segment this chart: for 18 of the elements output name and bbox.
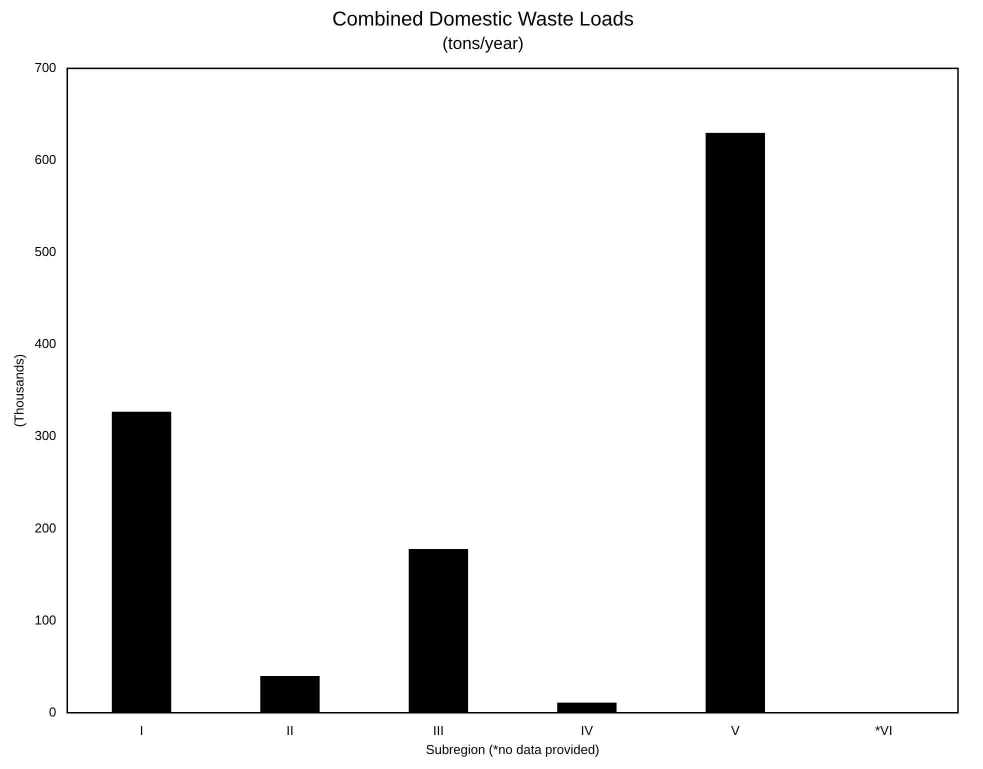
y-tick-label: 100 <box>34 612 56 628</box>
x-tick-label: II <box>286 723 294 738</box>
x-tick-label: *VI <box>875 723 892 738</box>
x-tick-label: IV <box>580 723 594 738</box>
y-tick-label: 700 <box>34 60 56 75</box>
y-axis-title: (Thousands) <box>11 354 26 428</box>
x-axis-title: Subregion (*no data provided) <box>426 742 600 757</box>
x-tick-label: III <box>432 723 444 738</box>
y-tick-label: 500 <box>34 244 56 260</box>
chart-title: Combined Domestic Waste Loads <box>332 8 634 31</box>
chart-subtitle: (tons/year) <box>442 34 524 53</box>
y-tick-label: 400 <box>34 336 56 352</box>
y-tick-label: 600 <box>34 152 56 168</box>
x-tick-label: I <box>140 723 144 738</box>
y-tick-label: 300 <box>34 428 56 444</box>
y-tick-label: 200 <box>34 520 56 536</box>
x-tick-label: V <box>730 723 740 738</box>
y-tick-label: 0 <box>49 704 56 720</box>
